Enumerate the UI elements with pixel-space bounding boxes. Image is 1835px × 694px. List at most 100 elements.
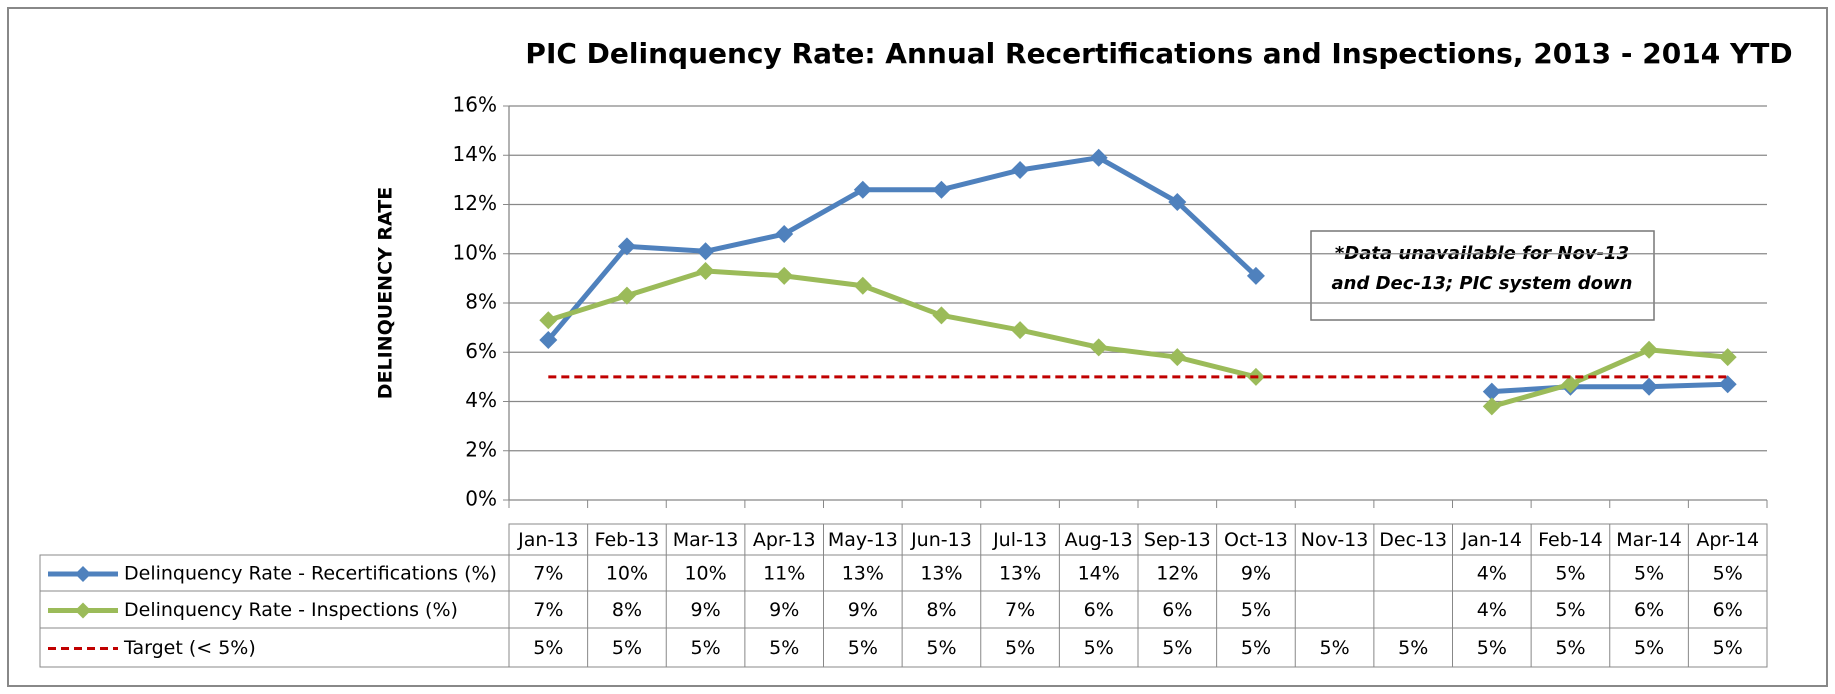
x-tick-label: Nov-13 (1301, 529, 1369, 551)
table-value: 6% (1634, 599, 1664, 621)
table-value: 7% (533, 599, 563, 621)
table-value: 6% (1084, 599, 1114, 621)
x-tick-label: Jul-13 (992, 529, 1047, 551)
table-value: 12% (1156, 563, 1198, 585)
x-tick-label: Sep-13 (1144, 529, 1211, 551)
x-tick-label: Aug-13 (1065, 529, 1133, 551)
table-value: 5% (1241, 637, 1271, 659)
series-line (547, 268, 1728, 409)
y-tick-label: 8% (465, 290, 497, 314)
table-value: 10% (606, 563, 648, 585)
annotation: and Dec-13; PIC system down (1332, 273, 1633, 294)
table-value: 5% (1713, 563, 1743, 585)
y-tick-label: 16% (453, 93, 497, 117)
y-tick-label: 6% (465, 339, 497, 363)
table-value: 8% (926, 599, 956, 621)
table-value: 4% (1477, 599, 1507, 621)
data-point (1718, 375, 1737, 394)
x-tick-label: Mar-14 (1616, 529, 1682, 551)
y-tick-label: 14% (453, 142, 497, 166)
table-value: 5% (769, 637, 799, 659)
y-tick-label: 0% (465, 487, 497, 511)
table-value: 9% (769, 599, 799, 621)
data-point (1640, 340, 1659, 359)
table-value: 5% (1319, 637, 1349, 659)
table-value: 5% (1398, 637, 1428, 659)
legend-label: Target (< 5%) (123, 637, 256, 659)
table-value: 5% (690, 637, 720, 659)
y-tick-label: 4% (465, 388, 497, 412)
table-value: 5% (1634, 563, 1664, 585)
data-point (932, 180, 951, 199)
x-tick-label: Oct-13 (1224, 529, 1288, 551)
table-value: 14% (1078, 563, 1120, 585)
table-value: 5% (1555, 637, 1585, 659)
data-point (1482, 382, 1501, 401)
data-point (775, 266, 794, 285)
table-value: 5% (926, 637, 956, 659)
table-value: 5% (1634, 637, 1664, 659)
data-point (1168, 348, 1187, 367)
table-value: 6% (1162, 599, 1192, 621)
table-value: 4% (1477, 563, 1507, 585)
table-value: 9% (848, 599, 878, 621)
annotation-box (1310, 230, 1655, 321)
table-value: 5% (1713, 637, 1743, 659)
table-value: 5% (1555, 563, 1585, 585)
y-tick-label: 2% (465, 437, 497, 461)
table-value: 5% (1005, 637, 1035, 659)
table-value: 8% (612, 599, 642, 621)
data-table (39, 554, 1768, 668)
table-value: 5% (1084, 637, 1114, 659)
x-tick-label: Apr-13 (753, 529, 816, 551)
legend-marker (75, 602, 91, 619)
data-point (539, 330, 558, 349)
table-value: 13% (920, 563, 962, 585)
series-line (546, 155, 1728, 395)
table-value: 7% (533, 563, 563, 585)
data-point (1168, 193, 1187, 212)
data-point (696, 242, 715, 261)
data-point (617, 286, 636, 305)
table-value: 5% (1555, 599, 1585, 621)
table-value: 5% (612, 637, 642, 659)
y-tick-label: 10% (453, 240, 497, 264)
table-value: 7% (1005, 599, 1035, 621)
data-point (1089, 338, 1108, 357)
table-value: 11% (763, 563, 805, 585)
table-value: 5% (1162, 637, 1192, 659)
x-tick-label: Jan-13 (517, 529, 578, 551)
data-point (1246, 266, 1265, 285)
table-value: 13% (999, 563, 1041, 585)
table-value: 5% (848, 637, 878, 659)
x-tick-label: Feb-13 (595, 529, 660, 551)
chart-border (7, 7, 1828, 687)
data-point (853, 276, 872, 295)
table-value: 6% (1713, 599, 1743, 621)
x-tick-label: Jan-14 (1461, 529, 1522, 551)
data-point (1718, 348, 1737, 367)
x-tick-label: Feb-14 (1538, 529, 1603, 551)
y-tick-label: 12% (453, 191, 497, 215)
data-point (1640, 377, 1659, 396)
x-tick-label: Dec-13 (1379, 529, 1447, 551)
data-point (775, 225, 794, 244)
table-value: 5% (1477, 637, 1507, 659)
data-point (1011, 321, 1030, 340)
table-value: 9% (1241, 563, 1271, 585)
table-value: 5% (1241, 599, 1271, 621)
data-point (1561, 375, 1580, 394)
chart-title: PIC Delinquency Rate: Annual Recertifica… (525, 37, 1792, 70)
table-value: 5% (533, 637, 563, 659)
data-point (932, 306, 951, 325)
table-value: 9% (690, 599, 720, 621)
legend-marker (75, 566, 91, 582)
legend-label: Delinquency Rate - Inspections (%) (124, 599, 458, 621)
x-tick-label: Jun-13 (910, 529, 972, 551)
x-tick-label: Apr-14 (1696, 529, 1759, 551)
x-tick-label: Mar-13 (673, 529, 739, 551)
table-value: 13% (842, 563, 884, 585)
legend-label: Delinquency Rate - Recertifications (%) (124, 563, 497, 585)
data-point (853, 180, 872, 199)
